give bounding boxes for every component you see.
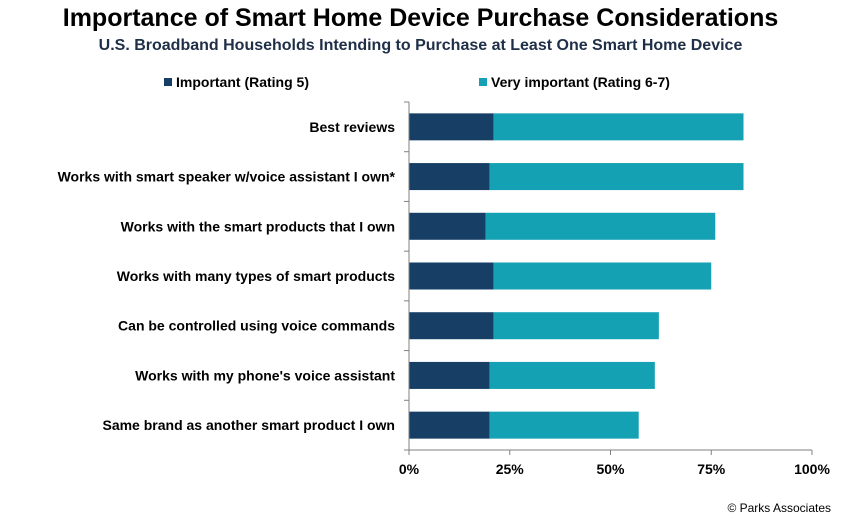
bar-important [409, 212, 486, 240]
bar-important [409, 163, 490, 191]
x-tick-label: 100% [794, 461, 830, 477]
bar-important [409, 312, 494, 340]
category-label: Works with the smart products that I own [121, 218, 395, 234]
category-label: Can be controlled using voice commands [118, 318, 395, 334]
legend-swatch-very-important [479, 78, 487, 86]
bar-very-important [493, 312, 659, 340]
legend-label-very-important: Very important (Rating 6-7) [491, 74, 670, 90]
bar-very-important [493, 113, 744, 141]
bar-important [409, 411, 490, 439]
legend-swatch-important [164, 78, 172, 86]
legend-item-important: Important (Rating 5) [164, 74, 309, 90]
chart-subtitle: U.S. Broadband Households Intending to P… [98, 37, 743, 54]
x-tick-label: 0% [399, 461, 420, 477]
bar-important [409, 361, 490, 389]
source-credit: © Parks Associates [727, 501, 831, 515]
chart-title: Importance of Smart Home Device Purchase… [62, 4, 779, 32]
category-label: Works with my phone's voice assistant [135, 367, 395, 383]
x-tick-label: 50% [596, 461, 625, 477]
category-label: Best reviews [309, 119, 395, 135]
category-label: Works with many types of smart products [117, 268, 395, 284]
category-label: Works with smart speaker w/voice assista… [58, 169, 396, 185]
legend-label-important: Important (Rating 5) [176, 74, 309, 90]
bar-very-important [485, 212, 716, 240]
category-label: Same brand as another smart product I ow… [102, 417, 395, 433]
bar-very-important [489, 163, 744, 191]
x-tick-label: 25% [496, 461, 525, 477]
legend-item-very-important: Very important (Rating 6-7) [479, 74, 670, 90]
bar-important [409, 113, 494, 141]
bar-very-important [489, 411, 639, 439]
bar-important [409, 262, 494, 290]
bar-very-important [493, 262, 712, 290]
bar-very-important [489, 361, 655, 389]
x-tick-label: 75% [697, 461, 726, 477]
